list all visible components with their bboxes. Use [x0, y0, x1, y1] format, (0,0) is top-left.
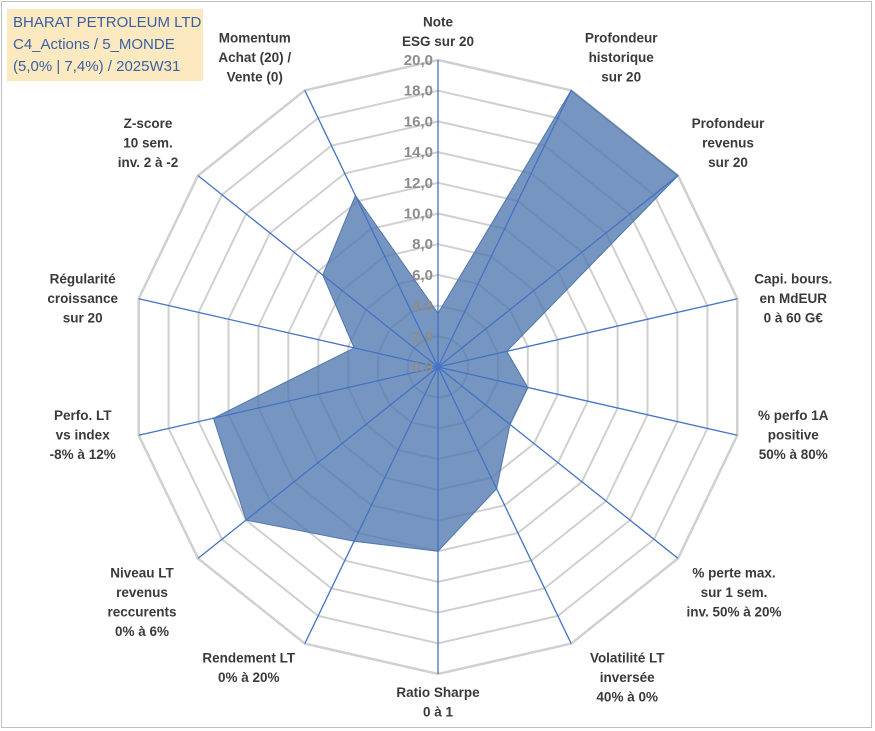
axis-label: ESG sur 20: [402, 34, 474, 49]
axis-label: Capi. bours.: [754, 272, 832, 287]
axis-label-group: Perfo. LT vs index -8% à 12%: [50, 408, 116, 462]
axis-label: Achat (20) /: [218, 50, 291, 65]
tick-label: 12,0: [404, 175, 433, 192]
axis-label: Note: [423, 15, 453, 30]
chart-title-line-3: (5,0% | 7,4%) / 2025W31: [13, 58, 181, 75]
tick-label: 10,0: [404, 206, 433, 223]
axis-label: 50% à 80%: [759, 447, 828, 462]
axis-spoke: [138, 366, 439, 436]
chart-title-line-1: BHARAT PETROLEUM LTD: [13, 14, 202, 31]
axis-label: revenus: [702, 135, 754, 150]
axis-label: % perte max.: [692, 565, 775, 580]
tick-label: 4,0: [412, 298, 433, 315]
axis-label: -8% à 12%: [50, 447, 116, 462]
title-box: BHARAT PETROLEUM LTD C4_Actions / 5_MOND…: [7, 9, 203, 81]
axis-spoke: [197, 175, 439, 368]
tick-label: 6,0: [412, 267, 433, 284]
axis-label: 0% à 20%: [218, 670, 280, 685]
axis-label: inv. 2 à -2: [118, 155, 179, 170]
axis-spoke: [437, 366, 572, 644]
axis-label: 0 à 1: [423, 705, 454, 720]
axis-label-group: % perfo 1A positive 50% à 80%: [758, 408, 829, 462]
axis-label: Profondeur: [692, 116, 765, 131]
tick-label: 16,0: [404, 113, 433, 130]
axis-label: croissance: [47, 291, 118, 306]
axis-label: inv. 50% à 20%: [686, 604, 781, 619]
axis-label: vs index: [56, 428, 111, 443]
axis-spoke: [138, 298, 439, 368]
axis-label-group: Ratio Sharpe 0 à 1: [396, 685, 480, 720]
axis-spoke: [437, 90, 572, 368]
axis-spoke: [437, 175, 679, 368]
tick-label: 14,0: [404, 144, 433, 161]
axis-label-group: Régularité croissance sur 20: [47, 272, 118, 326]
tick-label: 2,0: [412, 328, 433, 345]
axis-spoke: [437, 366, 679, 559]
axis-spoke: [304, 366, 439, 644]
axis-label: 0 à 60 G€: [764, 311, 824, 326]
axis-label-group: Note ESG sur 20: [402, 15, 474, 50]
axis-label: Rendement LT: [202, 651, 296, 666]
axis-label-group: Rendement LT 0% à 20%: [202, 651, 296, 686]
axis-label-group: Profondeur revenus sur 20: [692, 116, 765, 170]
axis-label: Niveau LT: [110, 565, 174, 580]
axis-label: 0% à 6%: [115, 624, 169, 639]
axis-label-group: Volatilité LT inversée 40% à 0%: [590, 651, 665, 705]
tick-label-layer: 0,0 2,0 4,0 6,0 8,0 10,0 12,0 14,0 16,0 18,0 20,0: [404, 52, 433, 376]
axis-label-group: Profondeur historique sur 20: [585, 31, 658, 85]
axis-label: historique: [589, 50, 655, 65]
spoke-layer: [138, 60, 738, 674]
axis-label: Profondeur: [585, 31, 658, 46]
axis-label: Z-score: [124, 116, 173, 131]
axis-label-group: Z-score 10 sem. inv. 2 à -2: [118, 116, 179, 170]
axis-label: en MdEUR: [760, 291, 828, 306]
axis-label: 10 sem.: [123, 135, 173, 150]
tick-label: 8,0: [412, 236, 433, 253]
axis-label: Momentum: [219, 31, 291, 46]
axis-label-group: Momentum Achat (20) / Vente (0): [218, 31, 291, 85]
axis-spoke: [197, 366, 439, 559]
axis-spoke: [437, 298, 738, 368]
axis-label-group: Capi. bours. en MdEUR 0 à 60 G€: [754, 272, 832, 326]
axis-label: Volatilité LT: [590, 651, 665, 666]
axis-label: sur 20: [601, 70, 641, 85]
axis-label: % perfo 1A: [758, 408, 829, 423]
tick-label: 18,0: [404, 83, 433, 100]
axis-label-layer: Note ESG sur 20 Profondeur historique sur 20…: [47, 15, 832, 720]
axis-label: inversée: [600, 670, 655, 685]
tick-label: 0,0: [412, 359, 433, 376]
axis-label: Vente (0): [227, 70, 283, 85]
data-series-area: [212, 89, 679, 552]
tick-label: 20,0: [404, 52, 433, 69]
axis-spoke: [304, 90, 439, 368]
axis-label-group: Niveau LT revenus reccurents 0% à 6%: [107, 565, 176, 639]
axis-label: sur 20: [63, 311, 103, 326]
axis-label: positive: [768, 428, 820, 443]
axis-label: 40% à 0%: [596, 690, 658, 705]
axis-label: sur 1 sem.: [701, 585, 768, 600]
axis-label: reccurents: [107, 604, 176, 619]
chart-title-line-2: C4_Actions / 5_MONDE: [13, 36, 175, 53]
axis-spoke: [437, 366, 738, 436]
axis-label: Perfo. LT: [54, 408, 112, 423]
axis-label: revenus: [116, 585, 168, 600]
axis-label: Régularité: [50, 272, 117, 287]
axis-label: sur 20: [708, 155, 748, 170]
data-area-layer: [212, 89, 679, 552]
axis-label-group: % perte max. sur 1 sem. inv. 50% à 20%: [686, 565, 781, 619]
axis-label: Ratio Sharpe: [396, 685, 480, 700]
